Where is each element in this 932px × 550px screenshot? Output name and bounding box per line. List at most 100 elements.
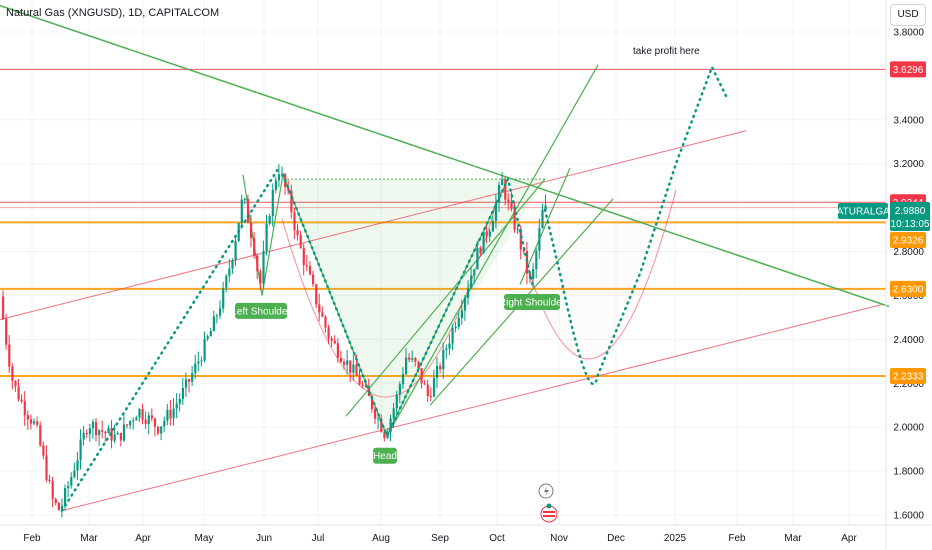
candle-body — [88, 428, 91, 434]
candle-body — [398, 384, 401, 395]
time-tick-label: Jul — [312, 533, 325, 544]
candle-body — [501, 179, 504, 185]
chart-grid — [0, 0, 886, 525]
candle-body — [70, 477, 73, 486]
candle-body — [513, 208, 516, 230]
price-axis[interactable]: 1.60001.80002.00002.20002.40002.60002.80… — [829, 0, 930, 550]
candle-body — [529, 273, 532, 280]
currency-button[interactable]: USD — [890, 4, 926, 26]
descending-trendline — [0, 4, 890, 308]
candle-body — [45, 455, 48, 480]
countdown-label: 10:13:05 — [891, 219, 930, 230]
candle-body — [312, 274, 315, 285]
candle-body — [157, 426, 160, 434]
time-tick-label: Dec — [607, 533, 625, 544]
left-shoulder-label-bg — [235, 302, 287, 319]
candle-body — [389, 418, 392, 433]
candle-body — [203, 338, 206, 361]
candle-body — [287, 186, 290, 191]
candle-body — [426, 384, 429, 396]
candle-body — [48, 479, 51, 481]
candle-body — [361, 384, 364, 386]
candle-body — [206, 336, 209, 339]
candle-body — [315, 284, 318, 305]
candle-body — [42, 445, 45, 456]
candle-body — [231, 260, 234, 269]
candle-body — [519, 228, 522, 250]
candle-body — [439, 365, 442, 370]
candle-body — [253, 237, 256, 256]
dotted-path — [60, 164, 282, 512]
candle-body — [414, 358, 417, 362]
candle-body — [181, 387, 184, 399]
candle-body — [333, 340, 336, 344]
candle-body — [64, 488, 67, 506]
candle-body — [479, 247, 482, 254]
candle-body — [420, 368, 423, 384]
candle-body — [222, 288, 225, 309]
candle-body — [355, 364, 358, 376]
candle-body — [215, 315, 219, 317]
price-tick-label: 2.0000 — [893, 423, 924, 434]
candle-body — [417, 361, 420, 369]
candle-body — [467, 288, 470, 298]
candle-body — [532, 269, 535, 280]
projected-cup-arc — [527, 189, 677, 360]
candle-body — [454, 326, 457, 329]
candle-body — [302, 247, 305, 266]
candle-body — [240, 199, 243, 223]
price-label-value: 2.2333 — [893, 371, 924, 382]
candle-body — [76, 460, 79, 471]
take-profit-label: take profit here — [633, 46, 700, 57]
price-tick-label: 3.2000 — [893, 159, 924, 170]
chart-icons — [538, 483, 558, 523]
candle-body — [178, 398, 181, 404]
time-axis[interactable]: Feb Mar Apr May Jun Jul Aug Sep Oct Nov Dec 2025 Feb… — [0, 524, 932, 544]
time-tick-label: Feb — [23, 533, 41, 544]
candle-body — [451, 328, 454, 344]
candle-body — [448, 343, 451, 349]
candle-body — [339, 357, 343, 362]
price-label-value: 2.9326 — [893, 236, 924, 247]
candle-body — [54, 498, 57, 503]
candle-body — [138, 409, 141, 418]
candle-body — [23, 401, 26, 416]
candle-body — [271, 189, 274, 217]
current-price-value: 2.9880 — [895, 206, 926, 217]
candle-body — [116, 432, 119, 435]
candle-body — [8, 344, 11, 367]
candle-body — [67, 485, 70, 489]
candle-body — [336, 343, 339, 358]
candle-body — [188, 379, 191, 382]
candle-body — [132, 420, 135, 422]
left-shoulder-label: Left Shoulder — [231, 306, 291, 317]
candle-body — [36, 421, 39, 425]
candle-body — [318, 304, 321, 313]
candle-body — [383, 431, 386, 438]
candle-body — [494, 202, 498, 221]
candle-body — [14, 380, 17, 387]
time-tick-label: Feb — [728, 533, 746, 544]
candle-body — [535, 250, 538, 270]
candle-body — [256, 255, 259, 272]
candle-body — [194, 363, 197, 374]
time-tick-label: Sep — [431, 533, 449, 544]
candle-body — [401, 373, 405, 385]
right-shoulder-label: Right Shoulder — [499, 298, 566, 309]
candle-body — [265, 223, 268, 251]
candle-body — [184, 379, 188, 388]
drawings-layer — [0, 4, 890, 512]
candle-body — [166, 409, 169, 421]
candle-body — [85, 432, 88, 434]
price-tick-label: 3.8000 — [893, 27, 924, 38]
candle-body — [293, 212, 296, 231]
candle-body — [209, 331, 212, 337]
candle-body — [525, 251, 529, 274]
candle-body — [163, 420, 166, 427]
candle-body — [191, 373, 194, 382]
candle-body — [2, 296, 5, 319]
earnings-icon-stripe — [543, 515, 555, 517]
candle-body — [172, 408, 175, 419]
candle-body — [26, 415, 29, 420]
